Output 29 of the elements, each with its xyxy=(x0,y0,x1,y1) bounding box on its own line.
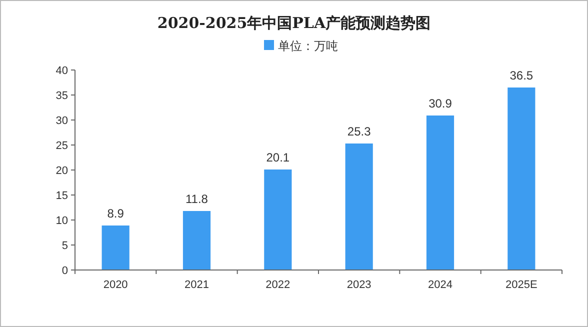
x-tick-label: 2023 xyxy=(346,279,372,291)
legend-label: 单位：万吨 xyxy=(278,39,338,53)
data-label: 20.1 xyxy=(266,150,290,164)
y-tick-label: 30 xyxy=(56,115,68,127)
data-label: 25.3 xyxy=(347,124,372,138)
x-tick-label: 2025E xyxy=(506,279,538,291)
y-tick-label: 35 xyxy=(56,90,68,102)
y-tick-label: 10 xyxy=(56,215,68,227)
chart-title: 2020-2025年中国PLA产能预测趋势图 xyxy=(157,14,431,32)
data-label: 8.9 xyxy=(107,206,124,220)
y-tick-label: 0 xyxy=(62,265,68,277)
x-tick-label: 2024 xyxy=(428,279,452,291)
data-label: 11.8 xyxy=(186,192,208,206)
x-tick-label: 2020 xyxy=(103,279,128,291)
bar xyxy=(426,116,454,270)
bar xyxy=(182,211,211,270)
bar xyxy=(264,170,292,270)
bar xyxy=(345,144,373,270)
y-tick-label: 20 xyxy=(56,165,68,177)
y-tick-label: 25 xyxy=(56,140,68,152)
y-tick-label: 5 xyxy=(62,240,68,252)
x-tick-label: 2022 xyxy=(266,279,290,291)
y-tick-label: 40 xyxy=(56,65,68,77)
data-label: 36.5 xyxy=(510,68,534,82)
bar xyxy=(508,88,536,270)
bar xyxy=(102,226,130,270)
x-tick-label: 2021 xyxy=(184,279,209,291)
data-label: 30.9 xyxy=(428,96,452,110)
y-tick-label: 15 xyxy=(56,190,68,202)
